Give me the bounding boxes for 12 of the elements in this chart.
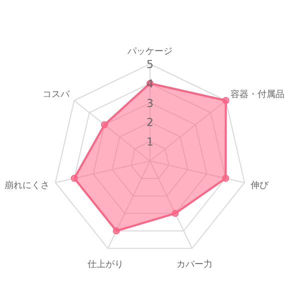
spoke-label: 仕上がり (87, 258, 124, 270)
spoke-label: 容器・付属品 (230, 88, 285, 100)
spoke-label: 伸び (250, 180, 270, 191)
y-tick-label: 4 (146, 77, 154, 90)
spoke-label: 崩れにくさ (4, 180, 50, 191)
y-tick-label: 3 (146, 96, 154, 110)
y-tick-label: 2 (146, 116, 154, 130)
spoke-label: パッケージ (126, 47, 172, 57)
y-tick-label: 5 (146, 58, 154, 71)
spoke-label: コスパ (42, 90, 70, 100)
spoke-label: カバー力 (176, 258, 213, 270)
y-tick-label: 1 (146, 136, 154, 149)
